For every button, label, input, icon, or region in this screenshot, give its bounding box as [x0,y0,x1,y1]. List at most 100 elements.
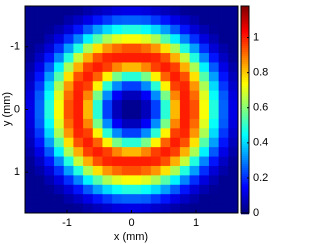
colorbar-cell [241,180,249,183]
heat-cell [121,118,132,129]
heat-cell [160,100,171,110]
colorbar-cell [241,186,249,189]
heat-cell [63,43,74,54]
heat-cell [160,43,171,54]
heat-cell [170,184,181,195]
heat-cell [150,137,161,148]
heat-cell [92,81,103,92]
heat-cell [44,109,55,120]
colorbar-cell [241,174,249,177]
heat-cell [150,184,161,195]
heat-cell [92,71,103,82]
heat-cell [179,90,190,101]
heat-cell [141,71,152,82]
heat-cell [92,24,103,35]
heat-cell [228,6,239,16]
colorbar-cell [241,54,249,57]
heat-cell [160,90,171,101]
heat-cell [25,15,36,26]
heat-cell [170,109,181,120]
heat-cell [228,128,239,139]
heat-cell [199,34,210,45]
heat-cell [208,53,220,63]
heat-cell [131,156,142,167]
heat-cell [218,118,229,129]
heat-cell [25,203,36,214]
colorbar-cell [241,178,249,181]
heat-cell [63,118,74,129]
heat-cell [102,118,113,129]
heat-cell [92,62,103,73]
heat-cell [208,90,220,101]
heat-cell [170,90,181,101]
heat-cell [131,147,142,157]
heat-cell [208,156,220,167]
heat-cell [102,62,113,73]
heat-cell [199,62,210,73]
x-tick-label: -1 [62,217,72,229]
heat-cell [218,62,229,73]
heat-cell [44,71,55,82]
heat-cell [121,128,132,139]
colorbar-cell [241,56,249,59]
colorbar-cell [241,166,249,169]
heat-cell [92,118,103,129]
heat-cell [73,100,84,110]
heat-cell [170,194,181,204]
heat-cell [34,90,45,101]
heat-cell [160,184,171,195]
heat-cell [218,71,229,82]
heat-cell [160,24,171,35]
heat-cell [150,109,161,120]
heat-cell [160,165,171,176]
heat-cell [179,203,190,214]
colorbar-cell [241,24,249,27]
heat-cell [141,15,152,26]
heat-cell [131,62,142,73]
heat-cell [160,118,171,129]
heat-cell [102,147,113,157]
heat-cell [131,15,142,26]
heat-cell [228,203,239,214]
heat-cell [73,90,84,101]
heat-cell [92,175,103,186]
heat-cell [73,15,84,26]
colorbar-cell [241,208,249,211]
heat-cell [131,43,142,54]
heat-cell [54,24,65,35]
heat-cell [131,24,142,35]
heat-cell [44,34,55,45]
heat-cell [83,165,94,176]
heat-cell [228,165,239,176]
heat-cell [34,81,45,92]
heat-cell [160,203,171,214]
heat-cell [160,128,171,139]
heat-cell [228,53,239,63]
heat-cell [131,100,142,110]
heat-cell [179,175,190,186]
heat-cell [83,175,94,186]
heat-cell [170,15,181,26]
heat-cell [170,43,181,54]
colorbar-tick-label: 0.2 [253,172,268,184]
heat-cell [92,90,103,101]
y-tick-label: 1 [14,166,20,178]
heat-cell [63,81,74,92]
colorbar-cell [241,28,249,31]
heat-cell [179,118,190,129]
colorbar-cell [241,172,249,175]
heat-cell [83,109,94,120]
colorbar-cell [241,136,249,139]
heat-cell [189,165,200,176]
heat-cell [63,203,74,214]
heat-cell [92,6,103,16]
heat-cell [199,156,210,167]
heat-cell [54,165,65,176]
heat-cell [44,147,55,157]
heat-cell [34,62,45,73]
heat-cell [102,34,113,45]
heat-cell [73,128,84,139]
heat-cell [34,71,45,82]
heat-cell [25,137,36,148]
heat-cell [83,100,94,110]
